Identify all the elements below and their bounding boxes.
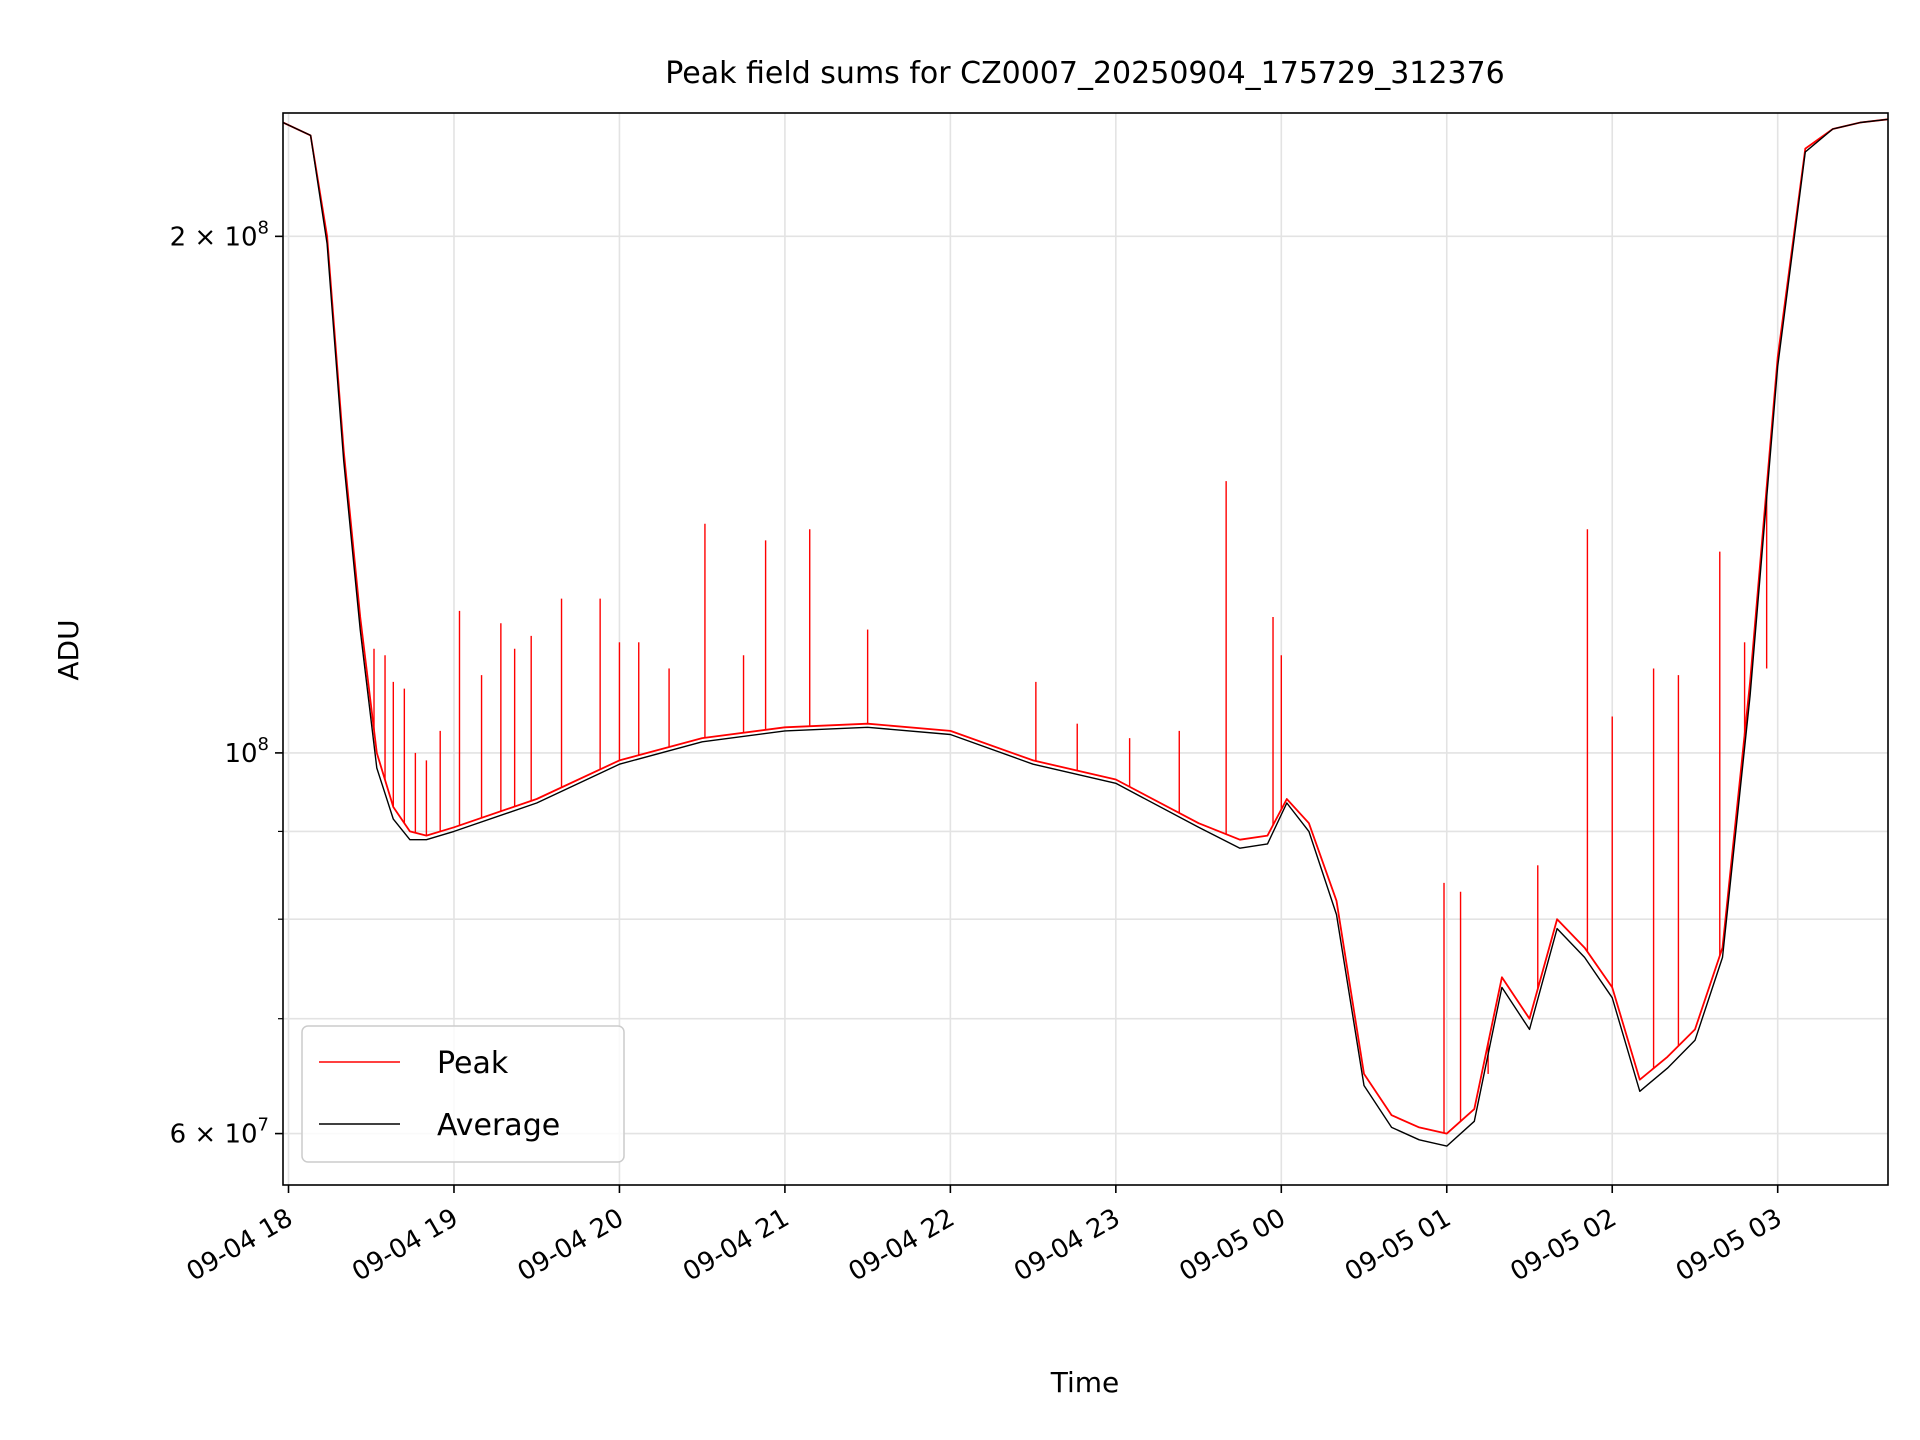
series-line-peak [282, 118, 1889, 1135]
x-axis-label: Time [1050, 1366, 1120, 1399]
plot-frame [282, 112, 1889, 1186]
gridlines [283, 113, 1888, 1185]
legend-box [301, 1025, 625, 1163]
legend: Peak Average [301, 1025, 625, 1163]
legend-label-average: Average [437, 1108, 560, 1143]
y-tick-labels: 6 × 107 108 2 × 108 [170, 217, 269, 1149]
peak-spikes [373, 481, 1768, 1133]
y-tick-label: 108 [224, 734, 269, 769]
series-line-average [282, 118, 1889, 1147]
y-axis-label: ADU [52, 619, 85, 680]
legend-label-peak: Peak [437, 1046, 509, 1081]
y-tick-label: 6 × 107 [170, 1115, 269, 1150]
axis-ticks [275, 235, 1779, 1193]
series-lines [282, 118, 1889, 1147]
chart-title: Peak field sums for CZ0007_20250904_1757… [665, 56, 1504, 91]
y-tick-label: 2 × 108 [170, 217, 269, 252]
